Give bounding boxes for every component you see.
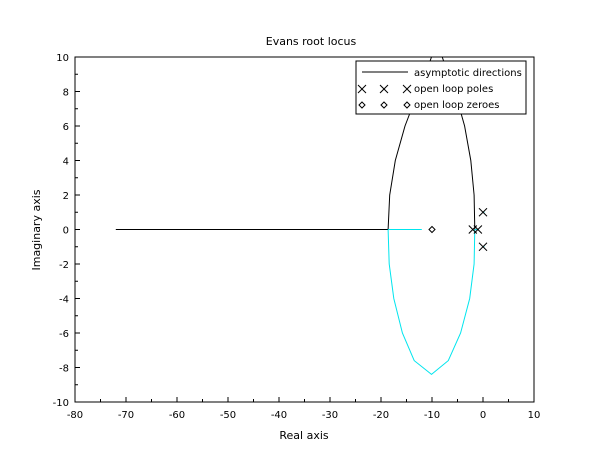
open-loop-zero	[428, 225, 436, 234]
x-tick-label: 0	[480, 410, 486, 421]
x-tick-label: 10	[528, 410, 541, 421]
x-axis-label: Real axis	[279, 429, 329, 442]
legend-zero-swatch	[403, 101, 411, 109]
locus-branch-3	[387, 229, 476, 376]
y-tick-label: -8	[59, 364, 69, 375]
x-tick-label: -10	[424, 410, 440, 421]
legend-zero-swatch	[380, 101, 388, 109]
pole-zero-markers	[428, 207, 488, 252]
y-tick-label: -6	[59, 329, 69, 340]
chart-title: Evans root locus	[266, 35, 357, 48]
y-tick-label: 0	[63, 226, 69, 237]
y-axis: -10 -8 -6 -4 -2 0 2 4 6 8 10	[53, 53, 80, 409]
legend-pole-swatch	[357, 84, 367, 94]
y-tick-label: 6	[63, 122, 69, 133]
x-tick-label: -20	[373, 410, 389, 421]
y-tick-label: -4	[59, 295, 69, 306]
y-tick-label: 2	[63, 191, 69, 202]
legend-label: open loop poles	[414, 84, 493, 95]
legend-label: open loop zeroes	[414, 100, 499, 111]
y-tick-label: -2	[59, 260, 69, 271]
legend-zero-swatch	[358, 101, 366, 109]
y-tick-label: -10	[53, 398, 69, 409]
open-loop-pole	[478, 242, 488, 252]
x-tick-label: -40	[271, 410, 287, 421]
x-tick-label: -80	[67, 410, 83, 421]
legend-label: asymptotic directions	[414, 68, 522, 79]
legend-pole-swatch	[379, 84, 389, 94]
y-tick-label: 4	[63, 157, 69, 168]
x-tick-label: -60	[169, 410, 185, 421]
y-axis-label: Imaginary axis	[30, 189, 43, 270]
legend-pole-swatch	[402, 84, 412, 94]
y-tick-label: 10	[56, 53, 69, 64]
open-loop-pole	[473, 225, 483, 234]
open-loop-pole	[478, 207, 488, 217]
x-tick-label: -70	[118, 410, 134, 421]
y-tick-label: 8	[63, 88, 69, 99]
legend: asymptotic directions open loop poles open…	[355, 60, 527, 115]
x-tick-label: -50	[220, 410, 236, 421]
x-axis: -80 -70 -60 -50 -40 -30 -20 -10 0 10	[67, 397, 541, 421]
x-tick-label: -30	[322, 410, 338, 421]
